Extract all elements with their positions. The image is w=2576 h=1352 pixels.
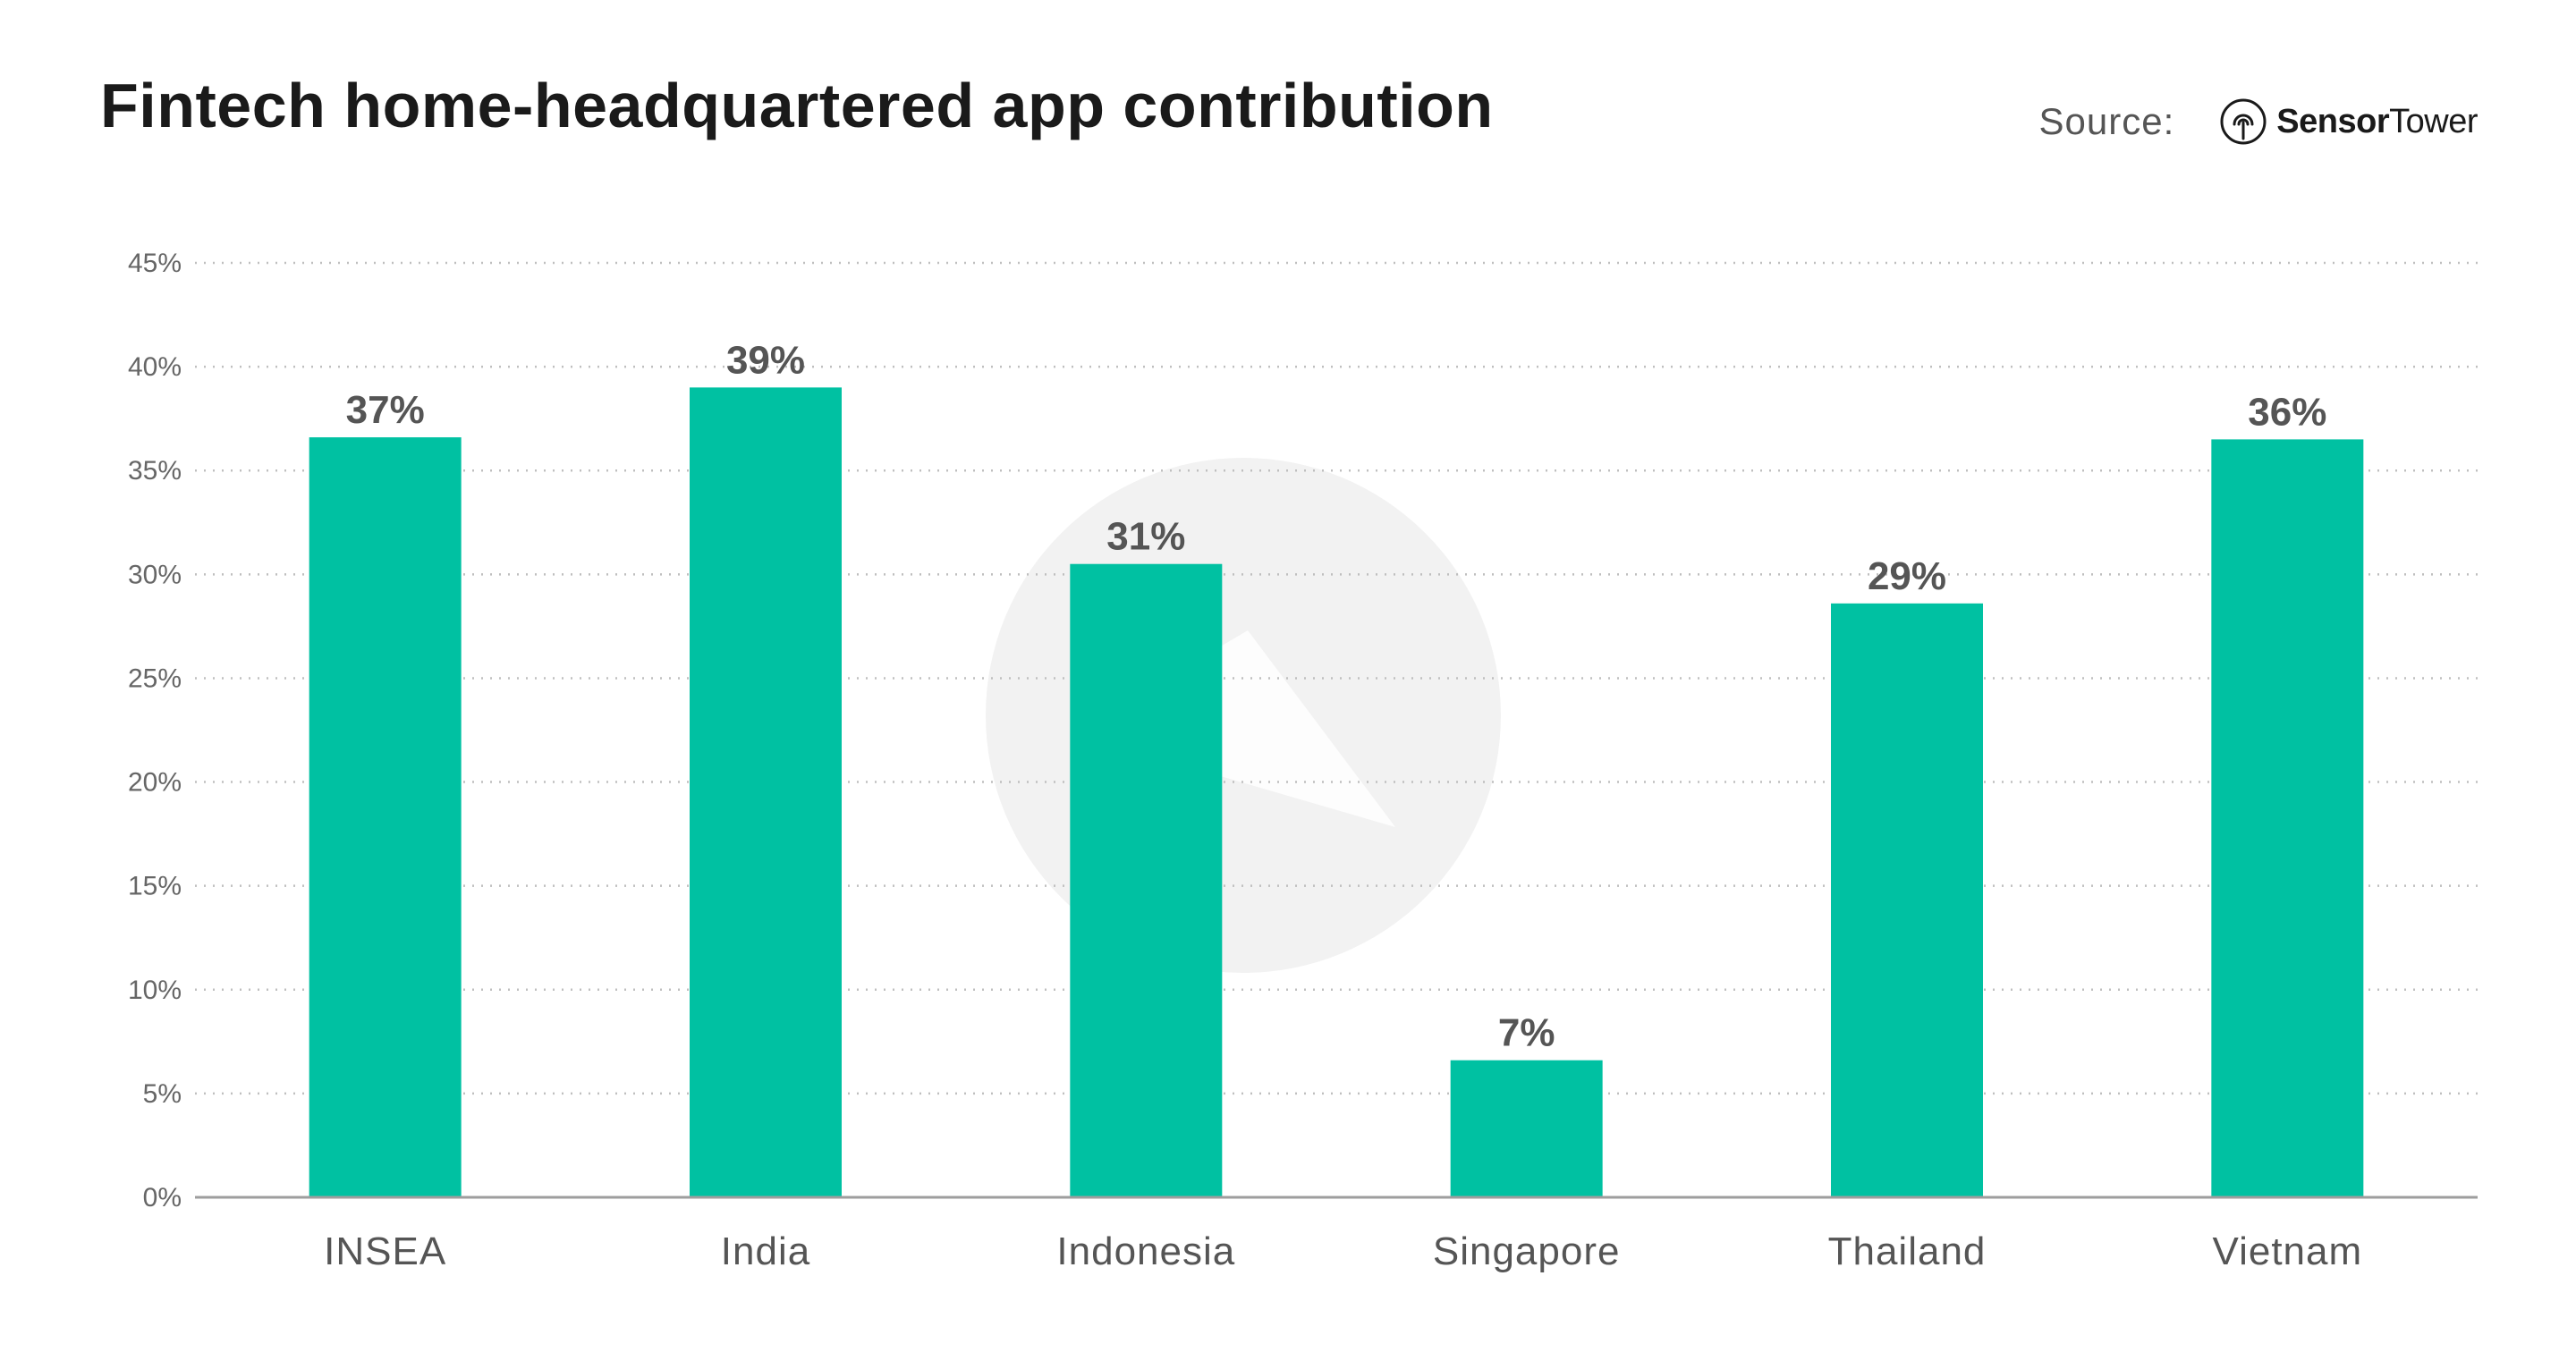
- y-tick-label: 15%: [128, 872, 182, 901]
- brand-name-bold: Sensor: [2276, 102, 2390, 140]
- bar-insea: [309, 437, 462, 1198]
- category-label: INSEA: [324, 1229, 446, 1273]
- source-label: Source:: [2038, 100, 2175, 142]
- value-label: 36%: [2248, 390, 2326, 434]
- brand-name-regular: Tower: [2389, 102, 2478, 140]
- bar-vietnam: [2211, 439, 2364, 1197]
- sensor-tower-watermark-icon: [986, 458, 1501, 973]
- category-label: Singapore: [1433, 1229, 1621, 1273]
- y-tick-label: 25%: [128, 663, 182, 693]
- bar-indonesia: [1070, 563, 1223, 1197]
- bar-india: [690, 387, 842, 1197]
- y-tick-label: 35%: [128, 456, 182, 486]
- y-tick-label: 20%: [128, 768, 182, 798]
- category-label: Indonesia: [1056, 1229, 1235, 1273]
- category-label: Vietnam: [2213, 1229, 2363, 1273]
- y-tick-label: 5%: [143, 1079, 182, 1109]
- y-tick-label: 10%: [128, 976, 182, 1005]
- watermark-arrow: [1073, 630, 1395, 827]
- value-label: 39%: [726, 338, 805, 382]
- source-attribution: Source: SensorTower: [2039, 95, 2478, 148]
- y-tick-label: 30%: [128, 560, 182, 589]
- sensor-tower-logo-icon: [2220, 98, 2267, 145]
- y-tick-label: 40%: [128, 352, 182, 382]
- y-tick-label: 0%: [143, 1183, 182, 1213]
- category-label: Thailand: [1828, 1229, 1987, 1273]
- bars: [309, 387, 2364, 1198]
- value-label: 7%: [1498, 1011, 1555, 1055]
- value-labels: 37% 39% 31% 7% 29% 36%: [346, 338, 2327, 1054]
- value-label: 31%: [1106, 515, 1185, 559]
- bar-singapore: [1450, 1060, 1603, 1197]
- y-tick-label: 45%: [128, 249, 182, 278]
- value-label: 37%: [346, 388, 425, 432]
- sensor-tower-brand: SensorTower: [2219, 97, 2478, 146]
- y-axis-ticks: 0% 5% 10% 15% 20% 25% 30% 35% 40% 45%: [128, 249, 182, 1213]
- chart-title: Fintech home-headquartered app contribut…: [100, 71, 1494, 140]
- brand-name: SensorTower: [2276, 103, 2478, 141]
- category-label: India: [721, 1229, 810, 1273]
- bar-thailand: [1831, 603, 1983, 1197]
- value-label: 29%: [1868, 554, 1946, 598]
- category-labels: INSEA India Indonesia Singapore Thailand Viet…: [324, 1229, 2363, 1273]
